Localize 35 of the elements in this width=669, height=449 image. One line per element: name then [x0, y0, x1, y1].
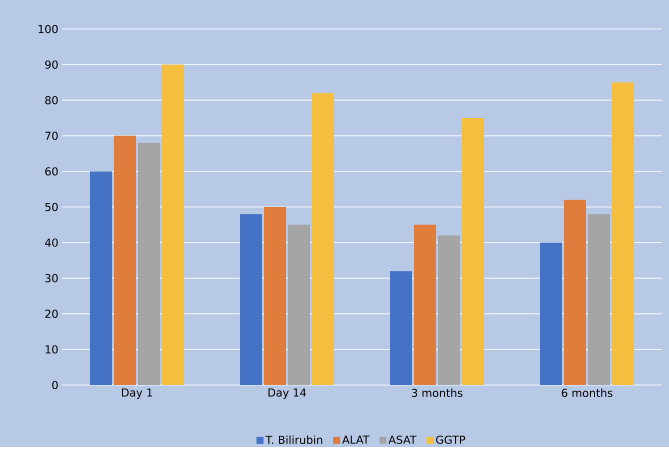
- bar: [540, 242, 562, 385]
- bar: [114, 136, 136, 385]
- y-tick-label: 60: [45, 167, 58, 176]
- y-tick-label: 10: [46, 345, 58, 354]
- x-tick-label: Day 1: [122, 388, 152, 399]
- bar: [288, 224, 310, 385]
- legend-label: ASAT: [388, 435, 417, 444]
- y-tick-label: 0: [52, 380, 58, 389]
- bar: [588, 214, 610, 385]
- bar: [312, 92, 334, 385]
- bar: [438, 235, 460, 385]
- bar: [240, 214, 262, 385]
- bar: [462, 118, 484, 385]
- x-tick-label: Day 14: [268, 388, 306, 399]
- legend-label: T. Bilirubin: [265, 435, 322, 444]
- bar: [90, 171, 112, 385]
- y-tick-label: 90: [45, 60, 58, 69]
- x-tick-label: 6 months: [562, 388, 612, 397]
- x-tick-label: 3 months: [412, 388, 462, 397]
- y-tick-label: 70: [45, 131, 58, 140]
- bar: [264, 206, 286, 385]
- bar: [612, 82, 634, 385]
- bar: [162, 64, 184, 385]
- bar: [390, 270, 412, 385]
- y-tick-label: 30: [45, 274, 58, 282]
- bar: [138, 142, 160, 385]
- y-tick-label: 40: [45, 238, 58, 247]
- y-tick-label: 20: [45, 309, 58, 318]
- legend-label: GGTP: [436, 435, 466, 444]
- legend-label: ALAT: [342, 435, 370, 444]
- bar: [564, 200, 586, 385]
- y-tick-label: 80: [45, 96, 58, 104]
- y-tick-label: 100: [38, 24, 58, 33]
- bar: [414, 224, 436, 385]
- y-tick-label: 50: [45, 202, 58, 211]
